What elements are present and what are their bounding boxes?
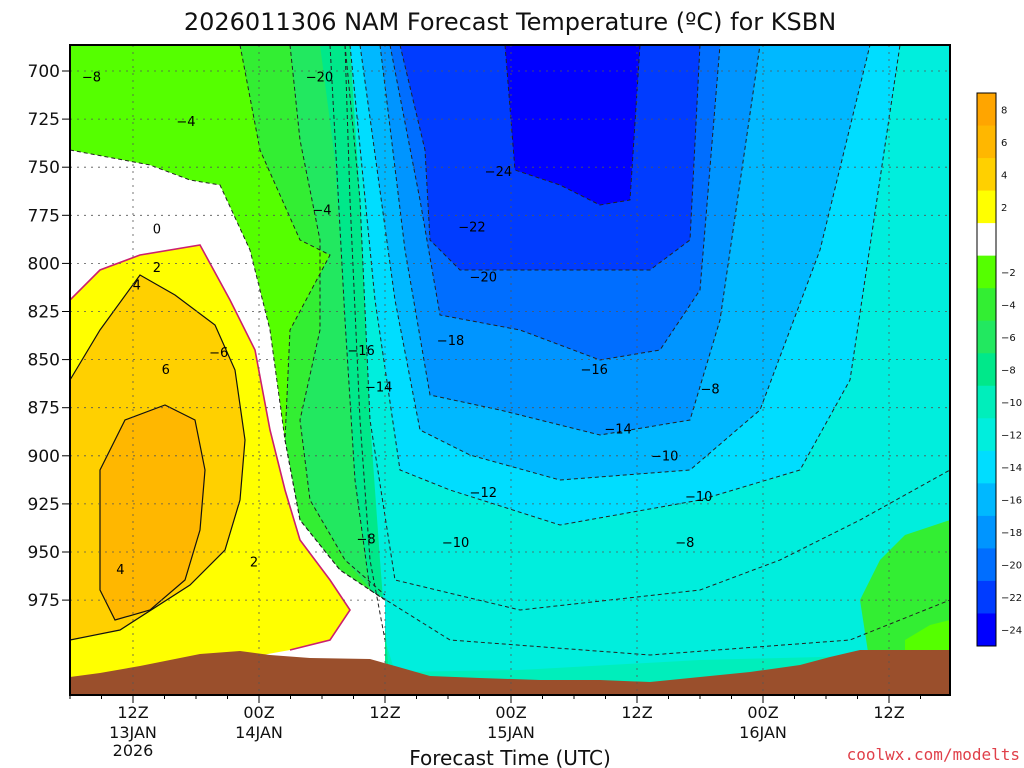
colorbar-label: −6 <box>1001 333 1016 344</box>
contour-label: −8 <box>82 71 101 86</box>
colorbar-label: 4 <box>1001 170 1007 181</box>
y-axis: 700 725 750 775 800 825 850 875 900 925 950 975 <box>28 62 70 611</box>
x-tick-label: 12Z <box>369 703 400 722</box>
x-tick-label: 12Z <box>873 703 904 722</box>
contour-label: −6 <box>209 346 228 361</box>
contour-label: −4 <box>176 115 195 130</box>
contour-label: −20 <box>470 271 497 286</box>
x-tick-label: 00Z <box>495 703 526 722</box>
contour-label: 4 <box>133 278 141 293</box>
colorbar: 8 6 4 2 −2 −4 −6 −8 −10 −12 −14 −16 −18 −20 −22 −24 <box>976 92 1022 647</box>
colorbar-label: −2 <box>1001 268 1016 279</box>
colorbar-label: −4 <box>1001 300 1016 311</box>
x-tick-sublabel: 16JAN <box>739 723 787 742</box>
y-tick-label: 750 <box>28 158 60 178</box>
contour-label: 0 <box>153 223 161 238</box>
contour-label: −10 <box>442 536 469 551</box>
y-tick-label: 700 <box>28 62 60 82</box>
colorbar-label: 6 <box>1001 138 1007 149</box>
y-tick-label: 825 <box>28 303 60 323</box>
y-tick-label: 850 <box>28 351 60 371</box>
contour-label: −14 <box>604 423 631 438</box>
contour-labels: −8 −20 −4 −24 −4 −22 0 2 −20 4 −18 −16 −6 6 −16 −14 −8 −1… <box>82 71 720 579</box>
contour-label: −8 <box>700 382 719 397</box>
colorbar-label: 8 <box>1001 105 1007 116</box>
contour-label: −22 <box>458 221 485 236</box>
colorbar-label: −20 <box>1001 561 1022 572</box>
y-tick-label: 950 <box>28 543 60 563</box>
colorbar-swatch <box>977 418 996 452</box>
colorbar-swatch <box>977 580 996 614</box>
colorbar-swatch <box>977 320 996 354</box>
contour-label: −10 <box>651 450 678 465</box>
contour-label: −16 <box>347 344 374 359</box>
colorbar-label: −24 <box>1001 626 1022 637</box>
colorbar-label: −8 <box>1001 366 1016 377</box>
contour-label: −4 <box>312 203 331 218</box>
temperature-field <box>70 45 950 695</box>
y-tick-label: 775 <box>28 206 60 226</box>
x-tick-label: 00Z <box>243 703 274 722</box>
x-tick-label: 12Z <box>117 703 148 722</box>
colorbar-label: −16 <box>1001 496 1022 507</box>
colorbar-swatch <box>977 613 996 647</box>
contour-label: −8 <box>675 536 694 551</box>
colorbar-swatch <box>977 255 996 289</box>
colorbar-label: −14 <box>1001 463 1022 474</box>
contour-label: −14 <box>365 380 392 395</box>
y-tick-label: 725 <box>28 110 60 130</box>
y-tick-label: 800 <box>28 254 60 274</box>
x-tick-label: 12Z <box>621 703 652 722</box>
contour-label: 6 <box>162 363 170 378</box>
terrain <box>70 650 950 695</box>
contour-label: −8 <box>357 532 376 547</box>
y-tick-label: 925 <box>28 495 60 515</box>
colorbar-swatch <box>977 125 996 159</box>
colorbar-frame <box>976 92 997 647</box>
chart-title: 2026011306 NAM Forecast Temperature (ºC)… <box>184 8 836 36</box>
x-tick-sublabel: 13JAN <box>109 723 157 742</box>
colorbar-label: −18 <box>1001 528 1022 539</box>
colorbar-swatch <box>977 223 996 257</box>
plot-frame <box>69 44 951 696</box>
colorbar-label: −22 <box>1001 593 1022 604</box>
colorbar-label: 2 <box>1001 203 1007 214</box>
x-tick-sublabel: 14JAN <box>235 723 283 742</box>
y-tick-label: 875 <box>28 399 60 419</box>
contour-label: 4 <box>116 563 124 578</box>
colorbar-label: −12 <box>1001 431 1022 442</box>
x-tick-sublabel: 15JAN <box>487 723 535 742</box>
contour-label: −20 <box>306 71 333 86</box>
colorbar-swatch <box>977 548 996 582</box>
terrain-ground <box>70 650 950 695</box>
colorbar-swatch <box>977 93 996 127</box>
contour-label: −16 <box>580 363 607 378</box>
x-tick-sublabel: 2026 <box>113 741 154 760</box>
colorbar-swatch <box>977 190 996 224</box>
contour-label: −24 <box>485 165 512 180</box>
contour-label: −18 <box>437 334 464 349</box>
colorbar-label: −10 <box>1001 398 1022 409</box>
colorbar-swatch <box>977 158 996 192</box>
colorbar-swatch <box>977 353 996 387</box>
y-tick-label: 975 <box>28 591 60 611</box>
contour-label: 2 <box>250 555 258 570</box>
contour-label: −12 <box>470 486 497 501</box>
contour-label: 2 <box>153 261 161 276</box>
colorbar-swatch <box>977 385 996 419</box>
credit-text: coolwx.com/modelts <box>847 745 1020 764</box>
colorbar-swatch <box>977 288 996 322</box>
x-axis-label: Forecast Time (UTC) <box>409 746 611 768</box>
colorbar-swatch <box>977 515 996 549</box>
x-tick-label: 00Z <box>747 703 778 722</box>
colorbar-swatch <box>977 450 996 484</box>
colorbar-swatch <box>977 483 996 517</box>
y-tick-label: 900 <box>28 447 60 467</box>
contour-label: −10 <box>685 490 712 505</box>
